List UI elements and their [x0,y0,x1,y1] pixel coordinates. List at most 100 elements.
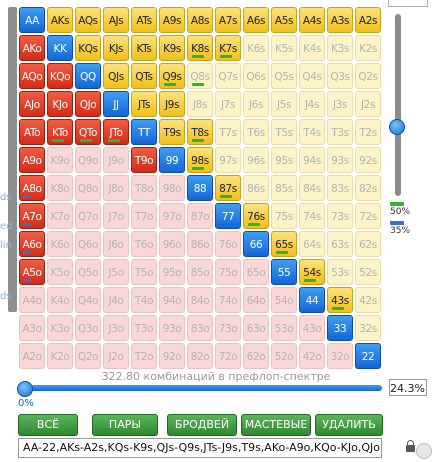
select-all-button[interactable]: ВСЁ [18,414,78,436]
hand-cell[interactable]: 77 [215,203,241,229]
hand-cell[interactable]: K7s [215,35,241,61]
hand-cell[interactable]: 54o [271,287,297,313]
hand-cell[interactable]: Q4s [299,63,325,89]
hand-cell[interactable]: 72s [355,203,381,229]
hand-cell[interactable]: Q7o [75,203,101,229]
hand-cell[interactable]: 95s [271,147,297,173]
hand-cell[interactable]: AQo [19,63,45,89]
hand-cell[interactable]: T9o [131,147,157,173]
hand-cell[interactable]: 94s [299,147,325,173]
hand-cell[interactable]: A9s [159,7,185,33]
hand-cell[interactable]: T5s [271,119,297,145]
hand-cell[interactable]: J5o [103,259,129,285]
hand-cell[interactable]: A5s [271,7,297,33]
hand-cell[interactable]: AQs [75,7,101,33]
hand-cell[interactable]: 52o [271,343,297,369]
hand-cell[interactable]: T2o [131,343,157,369]
lock-icon[interactable] [406,440,415,452]
hand-cell[interactable]: T5o [131,259,157,285]
hand-cell[interactable]: K5o [47,259,73,285]
hand-cell[interactable]: AA [19,7,45,33]
hand-cell[interactable]: T2s [355,119,381,145]
hand-cell[interactable]: K6s [243,35,269,61]
hand-cell[interactable]: K7o [47,203,73,229]
hand-cell[interactable]: 82o [187,343,213,369]
hand-cell[interactable]: Q6o [75,231,101,257]
hand-cell[interactable]: 75s [271,203,297,229]
hand-cell[interactable]: 52s [355,259,381,285]
vertical-slider-track[interactable] [395,14,401,196]
hand-cell[interactable]: KJo [47,91,73,117]
hand-cell[interactable]: 95o [159,259,185,285]
hand-cell[interactable]: 53o [271,315,297,341]
hand-cell[interactable]: Q9o [75,147,101,173]
hand-cell[interactable]: 97s [215,147,241,173]
hand-cell[interactable]: 66 [243,231,269,257]
hand-cell[interactable]: JJ [103,91,129,117]
hand-cell[interactable]: A6s [243,7,269,33]
hand-cell[interactable]: 74o [215,287,241,313]
hand-cell[interactable]: K3o [47,315,73,341]
hand-cell[interactable]: J3o [103,315,129,341]
hand-cell[interactable]: T7s [215,119,241,145]
hand-cell[interactable]: 87s [215,175,241,201]
hand-cell[interactable]: Q3s [327,63,353,89]
hand-cell[interactable]: T6o [131,231,157,257]
hand-cell[interactable]: 87o [187,203,213,229]
hand-cell[interactable]: A3o [19,315,45,341]
range-percent-field[interactable]: 24.3% [389,379,427,396]
hand-cell[interactable]: 86s [243,175,269,201]
hand-cell[interactable]: J5s [271,91,297,117]
range-text-input[interactable]: AA-22,AKs-A2s,KQs-K9s,QJs-Q9s,JTs-J9s,T9… [18,438,382,458]
hand-cell[interactable]: K8s [187,35,213,61]
hand-cell[interactable]: J3s [327,91,353,117]
hand-cell[interactable]: J7s [215,91,241,117]
pairs-button[interactable]: ПАРЫ [92,414,158,436]
hand-cell[interactable]: KTs [131,35,157,61]
hand-cell[interactable]: 85s [271,175,297,201]
hand-cell[interactable]: 99 [159,147,185,173]
hand-cell[interactable]: A6o [19,231,45,257]
hand-cell[interactable]: A8o [19,175,45,201]
hand-cell[interactable]: T9s [159,119,185,145]
hand-cell[interactable]: Q2s [355,63,381,89]
hand-cell[interactable]: Q9s [159,63,185,89]
hand-cell[interactable]: 76o [215,231,241,257]
hand-cell[interactable]: 55 [271,259,297,285]
hand-cell[interactable]: 42o [299,343,325,369]
hand-cell[interactable]: 72o [215,343,241,369]
hand-cell[interactable]: A2s [355,7,381,33]
hand-cell[interactable]: 43s [327,287,353,313]
hand-cell[interactable]: J9o [103,147,129,173]
hand-cell[interactable]: A2o [19,343,45,369]
hand-cell[interactable]: 98o [159,175,185,201]
hand-cell[interactable]: A3s [327,7,353,33]
hand-cell[interactable]: 32o [327,343,353,369]
hand-cell[interactable]: K2o [47,343,73,369]
hand-cell[interactable]: K6o [47,231,73,257]
hand-cell[interactable]: ATs [131,7,157,33]
hand-cell[interactable]: T7o [131,203,157,229]
hand-cell[interactable]: T3s [327,119,353,145]
hand-cell[interactable]: A7s [215,7,241,33]
range-slider-track[interactable] [22,385,382,391]
delete-button[interactable]: УДАЛИТЬ [315,414,383,436]
hand-cell[interactable]: 33 [327,315,353,341]
hand-cell[interactable]: 93o [159,315,185,341]
hand-cell[interactable]: KK [47,35,73,61]
hand-cell[interactable]: 85o [187,259,213,285]
hand-cell[interactable]: T4o [131,287,157,313]
hand-cell[interactable]: K9s [159,35,185,61]
hand-cell[interactable]: J8o [103,175,129,201]
hand-cell[interactable]: KQs [75,35,101,61]
hand-cell[interactable]: QJo [75,91,101,117]
hand-cell[interactable]: 75o [215,259,241,285]
hand-cell[interactable]: T4s [299,119,325,145]
hand-cell[interactable]: 88 [187,175,213,201]
hand-cell[interactable]: KTo [47,119,73,145]
hand-cell[interactable]: 93s [327,147,353,173]
hand-cell[interactable]: QTs [131,63,157,89]
hand-cell[interactable]: J7o [103,203,129,229]
vertical-slider-thumb[interactable] [389,119,405,135]
hand-cell[interactable]: 64s [299,231,325,257]
